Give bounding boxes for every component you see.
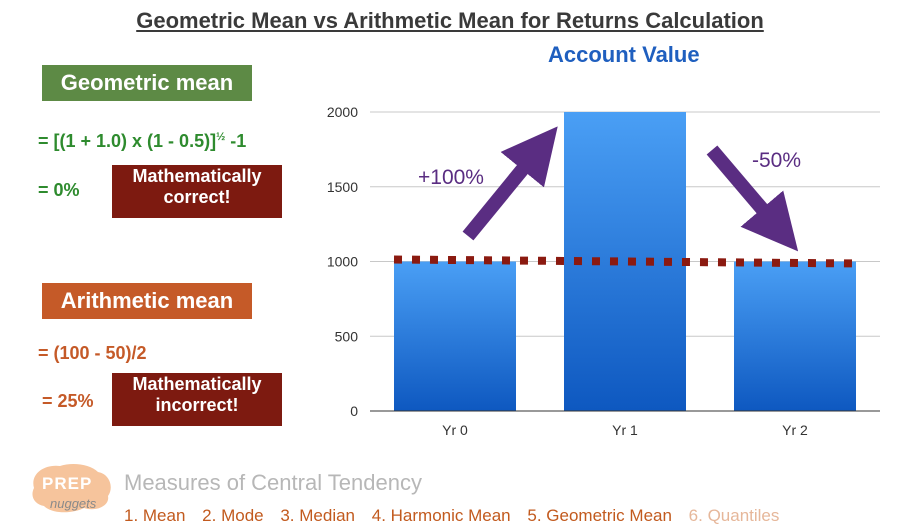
topic-harmonic-mean[interactable]: 4. Harmonic Mean: [371, 506, 511, 525]
loss-annotation: -50%: [752, 149, 801, 172]
geometric-formula-main: = [(1 + 1.0) x (1 - 0.5)]: [38, 131, 217, 151]
gain-annotation: +100%: [418, 166, 484, 189]
topic-quantiles[interactable]: 6. Quantiles: [688, 506, 780, 525]
geometric-verdict-line1: Mathematically: [132, 166, 262, 186]
topic-geometric-mean[interactable]: 5. Geometric Mean: [527, 506, 672, 525]
down-arrow-icon: [706, 145, 799, 252]
geometric-formula-tail: -1: [225, 131, 247, 151]
geometric-formula-exponent: ½: [216, 131, 226, 143]
bars: [394, 112, 856, 411]
geometric-result: = 0%: [38, 180, 80, 200]
bar: [394, 261, 516, 411]
y-tick-label: 1000: [327, 254, 358, 270]
y-tick-label: 2000: [327, 104, 358, 120]
reference-line-group: [393, 255, 861, 268]
geometric-verdict-badge: Mathematically correct!: [112, 165, 282, 218]
topic-list: 1. Mean 2. Mode 3. Median 4. Harmonic Me…: [124, 506, 791, 526]
x-tick-label: Yr 1: [612, 422, 638, 438]
prep-nuggets-logo: [32, 464, 111, 513]
arithmetic-verdict-badge: Mathematically incorrect!: [112, 373, 282, 426]
topic-median[interactable]: 3. Median: [280, 506, 356, 525]
arithmetic-result: = 25%: [42, 391, 94, 411]
x-tick-label: Yr 2: [782, 422, 808, 438]
reference-line: [393, 255, 861, 268]
section-title: Measures of Central Tendency: [124, 470, 422, 495]
arithmetic-verdict-line2: incorrect!: [155, 395, 239, 415]
y-tick-label: 1500: [327, 179, 358, 195]
y-tick-label: 0: [350, 403, 358, 419]
bar: [734, 261, 856, 411]
arithmetic-mean-label: Arithmetic mean: [42, 283, 252, 319]
axis-ticks: 0 500 1000 1500 2000 Yr 0 Yr 1 Yr 2: [327, 104, 880, 438]
geometric-mean-label: Geometric mean: [42, 65, 252, 101]
up-arrow-icon: [462, 126, 558, 241]
arithmetic-formula: = (100 - 50)/2: [38, 343, 147, 363]
page-title: Geometric Mean vs Arithmetic Mean for Re…: [136, 8, 764, 33]
x-tick-label: Yr 0: [442, 422, 468, 438]
y-tick-label: 500: [335, 328, 359, 344]
chart-title: Account Value: [548, 42, 700, 67]
arithmetic-verdict-line1: Mathematically: [132, 374, 262, 394]
logo-text-top: PREP: [42, 474, 93, 493]
topic-mode[interactable]: 2. Mode: [202, 506, 264, 525]
topic-mean[interactable]: 1. Mean: [124, 506, 186, 525]
logo-text-bottom: nuggets: [50, 496, 97, 511]
geometric-verdict-line2: correct!: [163, 187, 231, 207]
geometric-formula: = [(1 + 1.0) x (1 - 0.5)]½ -1: [38, 131, 246, 152]
